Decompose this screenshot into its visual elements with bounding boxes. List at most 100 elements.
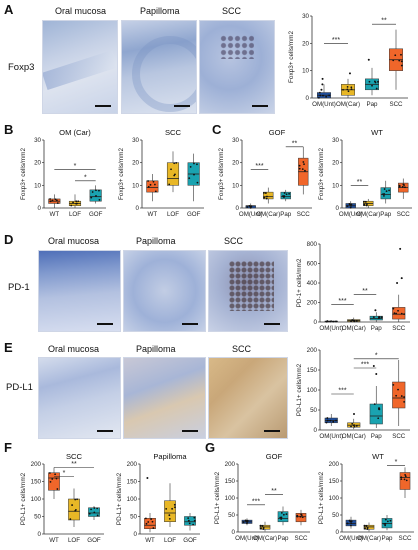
y-tick-label: 0 bbox=[38, 205, 42, 212]
y-tick-label: 10 bbox=[302, 68, 309, 75]
data-point bbox=[300, 513, 303, 516]
data-point bbox=[371, 84, 373, 87]
chart-f-papilloma: 0 50 100 150 200 PD-L1+ cells/mm2 Papilloma WT L… bbox=[116, 452, 200, 544]
data-point bbox=[246, 206, 249, 208]
data-point bbox=[299, 515, 302, 518]
y-tick-label: 0 bbox=[336, 529, 340, 536]
data-point bbox=[193, 162, 195, 165]
x-tick-label: OM(Unt) bbox=[339, 535, 363, 542]
chart-c-wt: 0 10 20 30 Foxp3+ cells/mm2 WT OM(Unt)OM(Car) P… bbox=[318, 128, 412, 218]
y-axis-label: PD-L1+ cells/mm2 bbox=[296, 363, 303, 416]
data-point bbox=[285, 193, 288, 196]
box-wt bbox=[144, 518, 156, 529]
data-point bbox=[329, 320, 332, 323]
y-axis-label: Foxp3+ cells/mm2 bbox=[118, 148, 125, 200]
data-point bbox=[283, 192, 286, 194]
data-point bbox=[392, 307, 395, 310]
x-tick-label: GOF bbox=[89, 211, 103, 218]
micrograph-a-scc bbox=[199, 20, 275, 114]
data-point bbox=[386, 520, 389, 523]
y-tick-label: 150 bbox=[127, 479, 138, 486]
data-point bbox=[93, 507, 96, 509]
data-point bbox=[171, 507, 174, 510]
significance-label: ** bbox=[71, 461, 77, 468]
y-tick-label: 200 bbox=[307, 347, 318, 354]
data-point bbox=[173, 162, 176, 165]
y-tick-label: 0 bbox=[136, 205, 140, 212]
data-point bbox=[175, 162, 178, 164]
data-point bbox=[259, 524, 262, 527]
col-title-oral-mucosa-a: Oral mucosa bbox=[55, 6, 107, 16]
y-tick-label: 0 bbox=[232, 529, 236, 536]
data-point bbox=[304, 169, 306, 172]
data-point bbox=[145, 522, 148, 525]
data-point bbox=[318, 96, 320, 99]
y-tick-label: 100 bbox=[31, 496, 42, 503]
outlier-point bbox=[367, 58, 370, 61]
y-tick-label: 30 bbox=[232, 137, 239, 144]
y-tick-label: 30 bbox=[302, 13, 309, 20]
y-tick-label: 0 bbox=[336, 205, 340, 212]
x-tick-label: Pap bbox=[277, 535, 289, 542]
data-point bbox=[325, 421, 328, 424]
y-tick-label: 50 bbox=[130, 514, 137, 521]
data-point bbox=[95, 194, 97, 197]
chart-title: GOF bbox=[269, 128, 286, 137]
data-point bbox=[325, 320, 328, 323]
data-point bbox=[154, 190, 157, 193]
micrograph-a-papilloma bbox=[121, 20, 197, 114]
x-tick-label: OM(Car) bbox=[336, 101, 360, 108]
data-point bbox=[75, 200, 78, 203]
data-point bbox=[77, 200, 80, 203]
data-point bbox=[189, 165, 192, 168]
outlier-point bbox=[400, 277, 403, 280]
data-point bbox=[263, 191, 265, 194]
chart-b-scc: 0 10 20 30 Foxp3+ cells/mm2 SCC WT LOF GOF bbox=[118, 128, 204, 218]
data-point bbox=[261, 524, 264, 527]
data-point bbox=[398, 184, 401, 187]
outlier-point bbox=[396, 282, 399, 284]
box-wt bbox=[48, 472, 60, 491]
micrograph-e-oral-mucosa bbox=[38, 357, 121, 439]
significance-label: ** bbox=[362, 288, 368, 295]
data-point bbox=[196, 181, 199, 184]
x-tick-label: WT bbox=[50, 211, 60, 218]
data-point bbox=[49, 480, 52, 483]
y-tick-label: 800 bbox=[307, 241, 318, 248]
data-point bbox=[364, 527, 366, 530]
data-point bbox=[98, 189, 100, 192]
data-point bbox=[365, 524, 368, 527]
data-point bbox=[346, 88, 349, 91]
data-point bbox=[402, 183, 405, 186]
y-tick-label: 150 bbox=[31, 479, 42, 486]
data-point bbox=[350, 86, 353, 89]
chart-a-foxp3: 0 10 20 30 Foxp3+ cells/mm2 OM(Unt) OM(Car) Pap… bbox=[288, 13, 408, 108]
box-lof bbox=[166, 162, 180, 186]
data-point bbox=[342, 88, 344, 91]
y-tick-label: 0 bbox=[306, 95, 310, 102]
micrograph-d-papilloma bbox=[123, 250, 206, 332]
panel-letter-f: F bbox=[4, 440, 12, 455]
data-point bbox=[401, 185, 404, 188]
data-point bbox=[245, 520, 248, 522]
data-point bbox=[196, 163, 198, 166]
data-point bbox=[263, 196, 266, 199]
significance-label: *** bbox=[338, 298, 346, 305]
data-point bbox=[335, 320, 337, 323]
chart-g-gof: 0 50 100 150 200 PD-L1+ cells/mm2 GOF OM(Unt)OM… bbox=[214, 452, 310, 542]
y-tick-label: 20 bbox=[34, 160, 41, 167]
data-point bbox=[296, 514, 299, 517]
data-point bbox=[285, 513, 288, 516]
y-axis-label: Foxp3+ cells/mm2 bbox=[218, 148, 225, 200]
data-point bbox=[168, 514, 171, 517]
data-point bbox=[192, 523, 195, 526]
chart-title: SCC bbox=[66, 452, 83, 461]
y-tick-label: 100 bbox=[329, 495, 340, 502]
chart-c-gof: 0 10 20 30 Foxp3+ cells/mm2 GOF OM(Unt)OM(Car)… bbox=[218, 128, 312, 218]
data-point bbox=[149, 183, 152, 186]
chart-title: SCC bbox=[165, 128, 182, 137]
data-point bbox=[95, 189, 97, 192]
box-scc bbox=[392, 381, 406, 409]
data-point bbox=[365, 204, 368, 207]
x-tick-label: LOF bbox=[68, 537, 80, 544]
